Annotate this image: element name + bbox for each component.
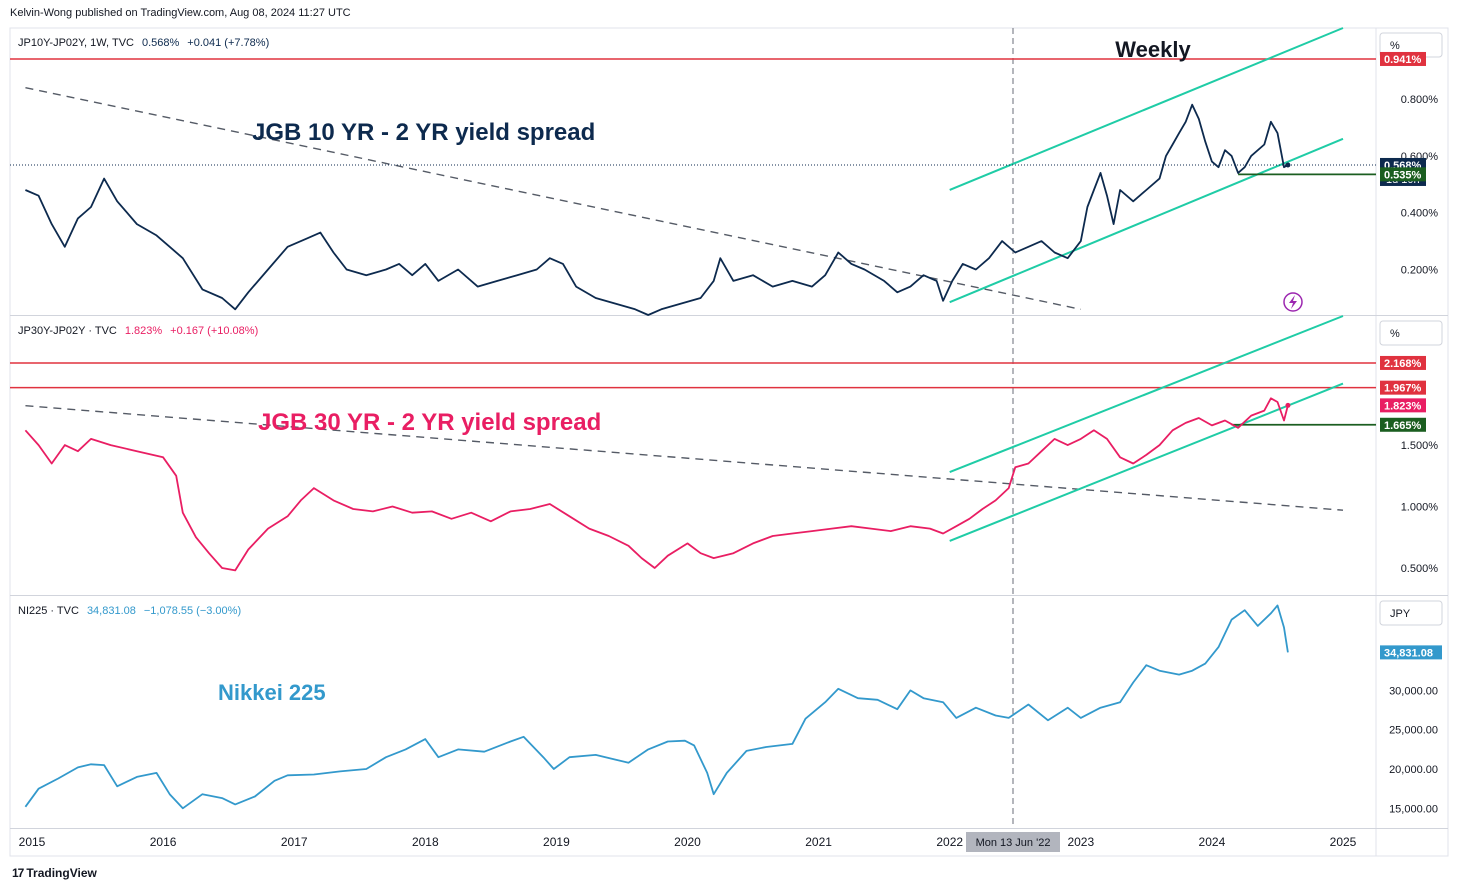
- price-tag-p0-2: 0.535%: [1384, 169, 1422, 181]
- legend-change-p0: +0.041 (+7.78%): [187, 37, 269, 49]
- time-label-2021: 2021: [805, 835, 832, 849]
- outer-border: [9, 27, 1449, 857]
- time-label-2022: 2022: [936, 835, 963, 849]
- channel-upper-p1: [949, 315, 1344, 474]
- tick-label-p2-3: 15,000.00: [1389, 803, 1438, 815]
- channel-upper-p0: [949, 27, 1344, 191]
- price-tag-box-p0-0: [1380, 51, 1426, 66]
- unit-badge-box-p1: [1379, 320, 1443, 346]
- time-label-2019: 2019: [543, 835, 570, 849]
- legend-symbol-p1: JP30Y-JP02Y · TVC: [18, 325, 117, 337]
- legend-p2: NI225 · TVC 34,831.08 −1,078.55 (−3.00%): [18, 605, 241, 617]
- price-tag-p1-3: 1.665%: [1384, 420, 1422, 432]
- channel-lower-p1: [949, 382, 1344, 542]
- tradingview-logo-icon: 17: [12, 866, 24, 880]
- tick-label-p2-0: 30,000.00: [1389, 685, 1438, 697]
- time-label-2015: 2015: [19, 835, 46, 849]
- unit-badge-p0: %: [1390, 40, 1400, 52]
- time-axis: 2015 2016 2017 2018 2019 2020 2021 2022 2023 2024…: [19, 832, 1357, 852]
- series-line-p0: [25, 103, 1289, 316]
- channel-lower-p0: [949, 137, 1344, 304]
- price-tag-p1-2: 1.823%: [1384, 400, 1422, 412]
- price-tag-box-p2-0: [1380, 645, 1442, 660]
- time-label-2020: 2020: [674, 835, 701, 849]
- tick-label-p0-1: 0.800%: [1401, 94, 1439, 106]
- crosshair-date-label: Mon 13 Jun '22: [976, 837, 1051, 849]
- unit-badge-box-p2: [1379, 600, 1443, 626]
- pane-labels: JP10Y-JP02Y, 1W, TVC 0.568% +0.041 (+7.78%…: [18, 37, 1303, 705]
- price-tag-box-p1-1: [1380, 380, 1426, 395]
- price-tag-box-p0-2: [1380, 167, 1426, 182]
- tick-label-p0-4: 0.200%: [1401, 265, 1439, 277]
- publisher-line: Kelvin-Wong published on TradingView.com…: [10, 7, 351, 19]
- price-tag-box-p1-0: [1380, 355, 1426, 370]
- tick-label-p2-2: 20,000.00: [1389, 764, 1438, 776]
- crosshair-date-badge: [966, 832, 1060, 852]
- pane-title-p0: JGB 10 YR - 2 YR yield spread: [252, 119, 595, 146]
- dashed-trendline-p0: [25, 86, 1081, 311]
- time-label-2017: 2017: [281, 835, 308, 849]
- last-point-p1: [1285, 402, 1291, 408]
- time-label-2016: 2016: [150, 835, 177, 849]
- series-lines: [24, 103, 1291, 810]
- legend-p1: JP30Y-JP02Y · TVC 1.823% +0.167 (+10.08%): [18, 325, 258, 337]
- weekly-annotation: Weekly: [1115, 37, 1191, 62]
- pane-title-p2: Nikkei 225: [218, 680, 326, 705]
- chart-frame: [9, 27, 1449, 857]
- time-label-2018: 2018: [412, 835, 439, 849]
- price-tag-p1-1: 1.967%: [1384, 383, 1422, 395]
- last-point-p0: [1285, 162, 1291, 168]
- dashed-trendline-p1: [25, 405, 1344, 511]
- tick-label-p0-3: 0.400%: [1401, 208, 1439, 220]
- price-tag-p1-0: 2.168%: [1384, 358, 1422, 370]
- unit-badge-p2: JPY: [1390, 608, 1411, 620]
- tick-label-p1-0: 1.500%: [1401, 440, 1439, 452]
- tick-label-p1-1: 1.000%: [1401, 502, 1439, 514]
- legend-symbol-p0: JP10Y-JP02Y, 1W, TVC: [18, 37, 134, 49]
- series-line-p1: [24, 397, 1289, 572]
- lightning-glyph-icon: [1289, 295, 1297, 309]
- legend-last-p1: 1.823%: [125, 325, 163, 337]
- tick-label-p2-1: 25,000.00: [1389, 725, 1438, 737]
- price-tag-box-p1-2: [1380, 398, 1426, 413]
- legend-p0: JP10Y-JP02Y, 1W, TVC 0.568% +0.041 (+7.78%…: [18, 37, 269, 49]
- alert-lightning-icon: [1283, 292, 1303, 312]
- price-tag-box-p1-3: [1380, 417, 1426, 432]
- time-label-2025: 2025: [1330, 835, 1357, 849]
- time-label-2023: 2023: [1067, 835, 1094, 849]
- brand-label: TradingView: [26, 866, 97, 880]
- legend-last-p0: 0.568%: [142, 37, 180, 49]
- tick-label-p1-2: 0.500%: [1401, 563, 1439, 575]
- price-tag-p2-0: 34,831.08: [1384, 647, 1433, 659]
- price-axes: 1.000%0.800%0.600%0.400%0.200%%0.941%0.5…: [1379, 32, 1443, 815]
- legend-last-p2: 34,831.08: [87, 605, 136, 617]
- tradingview-brand[interactable]: 17 TradingView: [12, 866, 97, 880]
- price-tag-p0-0: 0.941%: [1384, 54, 1422, 66]
- time-label-2024: 2024: [1199, 835, 1226, 849]
- legend-symbol-p2: NI225 · TVC: [18, 605, 79, 617]
- legend-change-p2: −1,078.55 (−3.00%): [144, 605, 241, 617]
- unit-badge-p1: %: [1390, 328, 1400, 340]
- drawing-overlays: [10, 27, 1376, 542]
- pane-title-p1: JGB 30 YR - 2 YR yield spread: [258, 409, 601, 436]
- legend-change-p1: +0.167 (+10.08%): [170, 325, 258, 337]
- series-line-p2: [24, 604, 1289, 810]
